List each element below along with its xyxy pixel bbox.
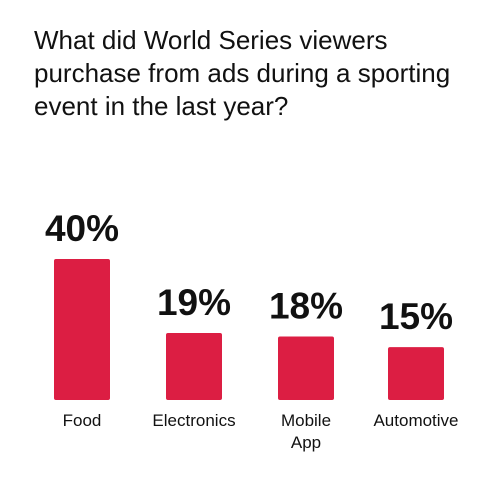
bar-value-label: 15% — [379, 296, 453, 337]
category-label: Electronics — [152, 411, 235, 430]
bar — [166, 333, 222, 400]
bar — [54, 259, 110, 400]
category-label: Food — [63, 411, 102, 430]
bar-group: 40% Food 19% Electronics 18% Mobile App 15% Auto… — [45, 208, 459, 452]
bar — [278, 336, 334, 400]
category-label: Mobile App — [281, 411, 331, 452]
bar-value-label: 19% — [157, 282, 231, 323]
bar — [388, 347, 444, 400]
bar-value-label: 40% — [45, 208, 119, 249]
chart-title: What did World Series viewers purchase f… — [34, 25, 451, 121]
bar-value-label: 18% — [269, 286, 343, 327]
category-label: Automotive — [373, 411, 458, 430]
